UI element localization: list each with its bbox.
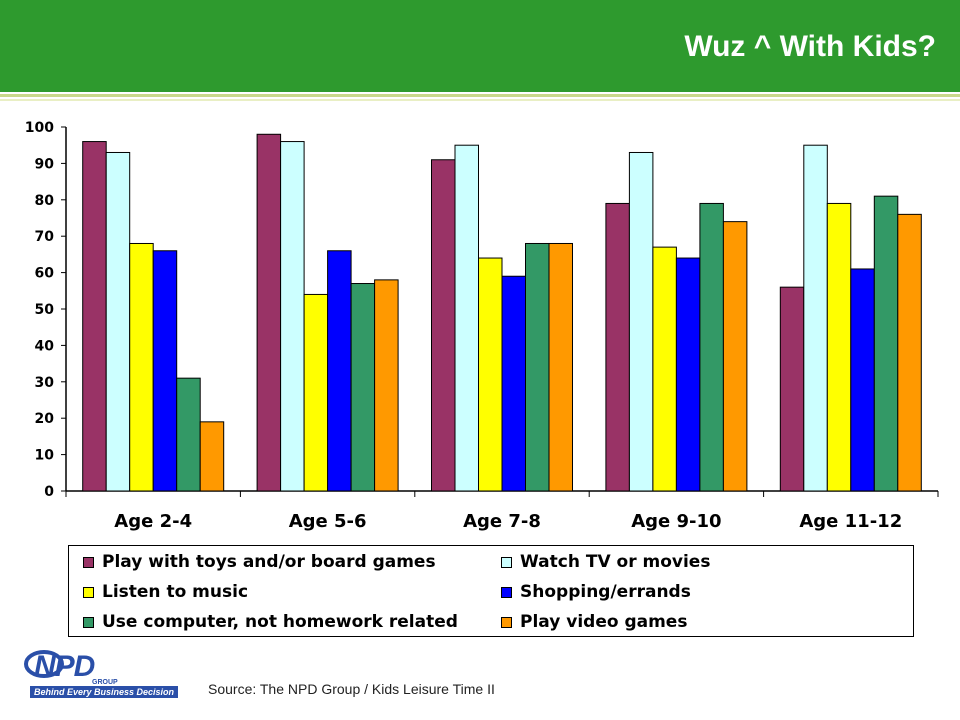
bar-3-5 (826, 202, 852, 492)
bar-2-4 (628, 151, 654, 492)
y-tick-label: 0 (44, 484, 54, 500)
bar-5-3 (525, 242, 550, 492)
y-tick-label: 10 (35, 448, 55, 464)
y-tick-label: 30 (35, 375, 55, 391)
bar-6-3 (548, 242, 573, 492)
bar-5-2 (350, 283, 376, 492)
bar-5-1 (176, 377, 201, 492)
bar-3-1 (129, 242, 154, 492)
bar-2-2 (280, 141, 305, 492)
legend-item: Play video games (501, 611, 687, 633)
x-tick-label: Age 9-10 (631, 511, 721, 532)
bar-6-4 (722, 221, 748, 492)
y-tick-label: 90 (35, 156, 55, 172)
x-tick-label: Age 7-8 (463, 511, 541, 532)
legend-label: Use computer, not homework related (102, 612, 458, 632)
logo-tagline: Behind Every Business Decision (30, 686, 178, 698)
bar-2-3 (454, 144, 479, 492)
legend-label: Watch TV or movies (520, 552, 711, 572)
legend-label: Play with toys and/or board games (102, 552, 436, 572)
legend-item: Watch TV or movies (501, 551, 710, 573)
bar-3-2 (303, 293, 329, 492)
bar-3-4 (652, 246, 677, 492)
y-tick-label: 20 (35, 411, 55, 427)
y-tick-label: 40 (35, 338, 55, 354)
legend-swatch (83, 556, 94, 568)
legend-label: Shopping/errands (520, 582, 691, 602)
legend-swatch (501, 556, 512, 568)
bar-4-5 (850, 268, 875, 492)
y-tick-label: 70 (35, 229, 55, 245)
chart-legend: Play with toys and/or board games Watch T… (68, 545, 914, 637)
npd-logo (22, 648, 180, 698)
bar-1-2 (256, 133, 282, 492)
y-tick-label: 80 (35, 193, 55, 209)
legend-swatch (83, 616, 94, 628)
bar-2-5 (803, 144, 828, 492)
legend-item: Shopping/errands (501, 581, 691, 603)
logo-swoosh-icon (24, 650, 64, 678)
bar-4-1 (152, 250, 178, 492)
y-tick-label: 50 (35, 302, 55, 318)
legend-item: Listen to music (83, 581, 248, 603)
legend-item: Use computer, not homework related (83, 611, 458, 633)
bar-6-1 (199, 421, 225, 492)
legend-label: Play video games (520, 612, 688, 632)
bar-1-3 (431, 159, 456, 492)
bar-3-3 (478, 257, 503, 492)
bar-4-2 (327, 250, 352, 492)
bar-5-5 (873, 195, 899, 492)
bar-4-4 (675, 257, 701, 492)
bar-1-4 (605, 202, 630, 492)
bar-4-3 (501, 275, 526, 492)
y-tick-label: 100 (25, 120, 54, 136)
y-tick-label: 60 (35, 266, 55, 282)
page-title: Wuz ^ With Kids? (684, 30, 936, 63)
logo-subtext: GROUP (92, 679, 118, 686)
source-note: Source: The NPD Group / Kids Leisure Tim… (208, 681, 495, 697)
x-tick-label: Age 11-12 (799, 511, 902, 532)
bar-6-5 (897, 213, 922, 492)
bar-1-1 (82, 141, 107, 492)
legend-item: Play with toys and/or board games (83, 551, 436, 573)
bar-5-4 (699, 202, 724, 492)
header-bar (0, 0, 960, 92)
legend-label: Listen to music (102, 582, 249, 602)
bar-1-5 (779, 286, 805, 492)
header-divider-light (0, 99, 960, 101)
x-tick-label: Age 5-6 (289, 511, 367, 532)
x-tick-label: Age 2-4 (114, 511, 192, 532)
legend-swatch (501, 586, 512, 598)
header-divider (0, 94, 960, 97)
legend-swatch (83, 586, 94, 598)
legend-swatch (501, 616, 512, 628)
bar-2-1 (105, 151, 131, 492)
logo-wordmark: NPD (34, 650, 95, 683)
bar-6-2 (374, 279, 399, 492)
